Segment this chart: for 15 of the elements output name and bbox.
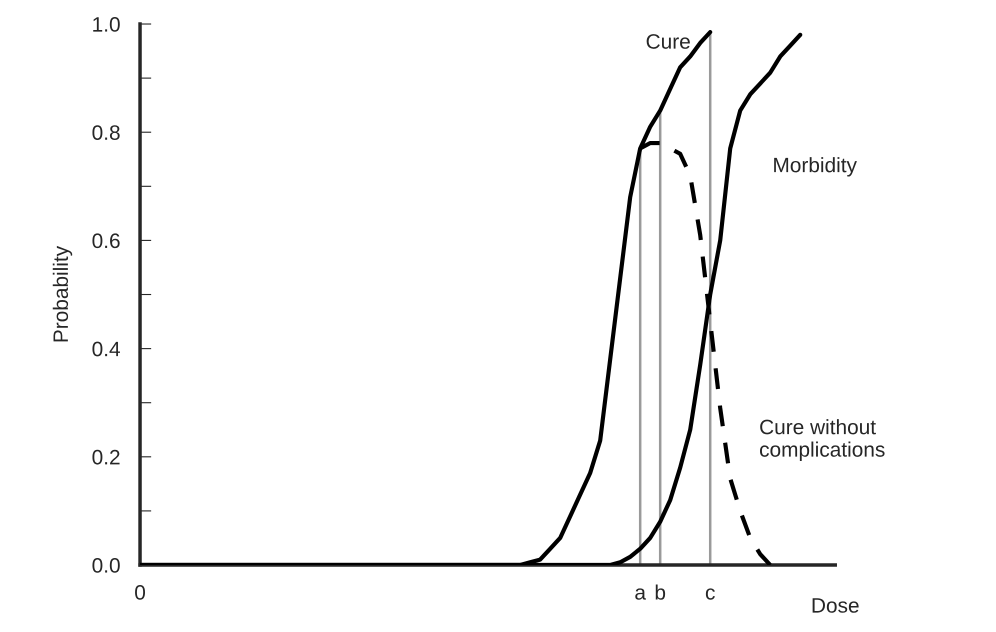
series-label: Cure — [646, 34, 690, 49]
y-axis-title: Probability — [52, 246, 72, 342]
x-axis-title: Dose — [812, 598, 859, 613]
x-tick-label: c — [706, 588, 715, 600]
y-tick-label: 0.8 — [92, 125, 120, 140]
y-tick-label: 0.6 — [92, 233, 120, 248]
x-tick-label: 0 — [135, 585, 146, 600]
y-tick-label: 0.0 — [92, 558, 120, 573]
x-tick-label: a — [635, 588, 646, 600]
x-tick-label: b — [656, 584, 666, 600]
y-tick-label: 0.2 — [92, 450, 120, 465]
y-tick-label: 1.0 — [93, 17, 120, 32]
text: Morbidity — [774, 157, 857, 176]
series-label: Cure without complications — [760, 419, 885, 461]
y-tick-label: 0.4 — [92, 342, 120, 356]
